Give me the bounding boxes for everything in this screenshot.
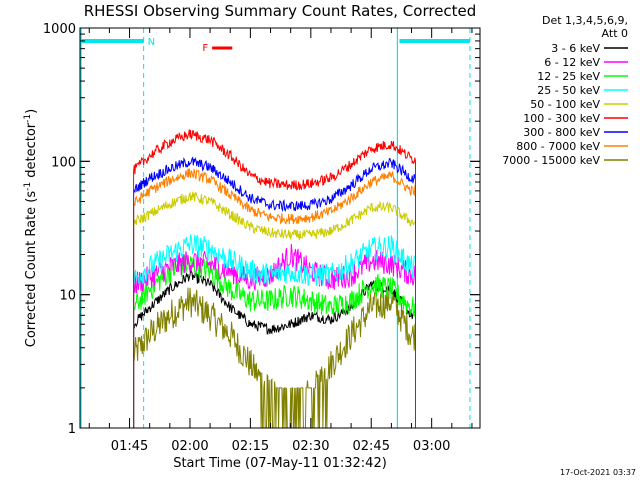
night-label: N: [148, 37, 155, 48]
legend-header-2: Att 0: [602, 27, 628, 40]
y-tick-label: 100: [51, 155, 76, 170]
y-axis-label-part-1: Corrected Count Rate (s: [24, 191, 39, 348]
x-tick-label: 02:30: [292, 439, 329, 454]
x-axis-label: Start Time (07-May-11 01:32:42): [173, 456, 387, 471]
y-tick-label: 10: [59, 289, 76, 304]
y-tick-label: 1000: [43, 22, 76, 37]
y-tick-label: 1: [68, 422, 76, 437]
legend-entry-label: 12 - 25 keV: [537, 70, 600, 83]
chart-title: RHESSI Observing Summary Count Rates, Co…: [84, 2, 477, 20]
legend-entry-label: 100 - 300 keV: [523, 112, 600, 125]
series-layer: [133, 129, 416, 429]
series-line: [133, 168, 416, 428]
series-line: [133, 287, 416, 429]
y-axis-label-sup-1: -1: [23, 182, 33, 191]
legend-entry-label: 3 - 6 keV: [551, 42, 600, 55]
series-line: [133, 191, 416, 428]
flare-label: F: [202, 43, 208, 54]
markers-layer: NF: [80, 28, 471, 428]
legend-entry-label: 6 - 12 keV: [544, 56, 600, 69]
footer-date: 17-Oct-2021 03:37: [560, 468, 636, 477]
x-axis: 01:45 02:00 02:15 02:30 02:45 03:00: [88, 28, 473, 454]
x-tick-label: 03:00: [413, 439, 450, 454]
legend-entry-label: 7000 - 15000 keV: [502, 154, 600, 167]
series-line: [133, 156, 416, 428]
legend-entry-label: 25 - 50 keV: [537, 84, 600, 97]
y-axis-label-sup-2: -1: [23, 114, 33, 123]
legend-header-1: Det 1,3,4,5,6,9,: [542, 14, 628, 27]
x-tick-label: 02:45: [353, 439, 390, 454]
x-tick-label: 02:00: [171, 439, 208, 454]
series-line: [133, 129, 416, 428]
series-line: [133, 234, 416, 428]
y-axis-label-part-2: detector: [24, 122, 39, 182]
legend-entry-label: 800 - 7000 keV: [516, 140, 600, 153]
plot-frame: [79, 27, 481, 429]
y-axis-label: Corrected Count Rate (s-1 detector-1): [23, 109, 39, 347]
y-axis-label-part-3: ): [24, 109, 39, 114]
x-tick-label: 02:15: [232, 439, 269, 454]
legend-entry-label: 300 - 800 keV: [523, 126, 600, 139]
x-tick-label: 01:45: [111, 439, 148, 454]
series-line: [133, 255, 416, 428]
legend-entry-label: 50 - 100 keV: [530, 98, 600, 111]
